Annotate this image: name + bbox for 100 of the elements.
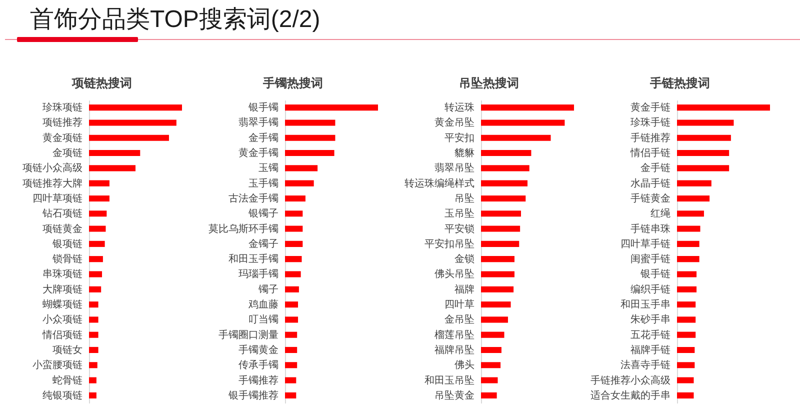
y-tick-label: 平安扣 (444, 132, 474, 144)
bar (89, 377, 96, 384)
y-tick-label: 项链黄金 (42, 222, 82, 235)
bar (677, 392, 694, 398)
bar (89, 104, 182, 111)
y-tick-label: 蛇骨链 (52, 374, 82, 386)
y-tick-label: 手链推荐 (630, 132, 670, 144)
y-tick-label: 金项链 (52, 147, 82, 160)
y-tick-label: 大牌项链 (42, 283, 82, 296)
y-tick-label: 鸡血藤 (248, 298, 278, 311)
y-tick-label: 银手镯推荐 (228, 389, 278, 402)
y-tick-label: 手镯圈口测量 (218, 328, 278, 341)
bar (481, 195, 526, 202)
y-tick-label: 黄金项链 (42, 132, 82, 144)
y-tick-label: 水晶手链 (630, 177, 670, 190)
bar (89, 165, 136, 172)
y-tick-label: 珍珠手链 (630, 116, 670, 129)
y-tick-label: 榴莲吊坠 (434, 328, 474, 341)
y-tick-label: 纯银项链 (42, 389, 82, 402)
bar (89, 226, 106, 232)
y-tick-label: 小众项链 (42, 314, 82, 326)
bar (285, 150, 334, 156)
bar (89, 240, 105, 247)
y-tick-label: 金吊坠 (444, 314, 474, 326)
bar (285, 286, 299, 292)
bar (481, 271, 514, 278)
y-tick-label: 红绳 (650, 208, 670, 220)
bar (677, 256, 700, 262)
y-tick-label: 玛瑙手镯 (238, 268, 278, 280)
y-tick-label: 手镯黄金 (238, 344, 278, 356)
y-tick-label: 四叶草 (444, 298, 474, 311)
y-tick-label: 银手镯 (248, 102, 278, 114)
bar (89, 195, 110, 202)
bar (89, 286, 102, 292)
y-tick-label: 黄金吊坠 (434, 116, 474, 129)
bar (285, 210, 303, 217)
y-tick-label: 四叶草项链 (32, 192, 82, 204)
bar (89, 316, 98, 323)
y-tick-label: 吊坠 (454, 192, 474, 204)
bar (481, 165, 530, 172)
chart-title: 吊坠热搜词 (459, 76, 519, 90)
bar (89, 120, 176, 126)
y-tick-label: 项链推荐 (42, 116, 82, 129)
bar (89, 271, 102, 278)
bar (677, 332, 696, 338)
y-tick-label: 和田玉手镯 (228, 253, 278, 266)
text: 首饰分品类TOP搜索词(2/2) (30, 5, 320, 35)
bar (89, 362, 98, 368)
y-tick-label: 四叶草手链 (620, 238, 670, 250)
y-tick-label: 银项链 (52, 238, 82, 250)
y-tick-label: 银手链 (640, 268, 670, 280)
y-tick-label: 情侣手链 (630, 147, 670, 160)
bar (89, 210, 107, 217)
bar (285, 104, 378, 111)
y-tick-label: 手链串珠 (630, 222, 670, 235)
y-tick-label: 黄金手链 (630, 102, 670, 114)
y-tick-label: 项链推荐大牌 (22, 177, 82, 190)
y-tick-label: 朱砂手串 (630, 314, 670, 326)
y-tick-label: 金手镯 (248, 132, 278, 144)
bar (285, 134, 336, 141)
y-tick-label: 古法金手镯 (228, 192, 278, 204)
y-tick-label: 金镯子 (248, 238, 278, 250)
bar (677, 150, 730, 156)
y-tick-label: 传承手镯 (238, 359, 278, 372)
y-tick-label: 五花手链 (630, 328, 670, 341)
bar (481, 120, 565, 126)
y-tick-label: 适合女生戴的手串 (590, 389, 670, 402)
bar (481, 180, 528, 186)
bar (89, 392, 96, 398)
bar (481, 150, 532, 156)
y-tick-label: 佛头 (454, 359, 474, 372)
chart-title: 手链热搜词 (649, 76, 710, 90)
bar (677, 286, 697, 292)
bar (481, 377, 498, 384)
bar (89, 150, 140, 156)
y-tick-label: 玉吊坠 (444, 208, 474, 220)
y-tick-label: 玉手镯 (248, 177, 278, 190)
bar (677, 195, 710, 202)
y-tick-label: 平安扣吊坠 (424, 238, 474, 250)
y-tick-label: 转运珠 (444, 102, 474, 114)
bar (285, 240, 303, 247)
bar (89, 346, 98, 354)
y-tick-label: 翡翠吊坠 (434, 162, 474, 174)
bar (481, 346, 502, 354)
y-tick-label: 莫比乌斯环手镯 (208, 222, 278, 235)
bar (481, 316, 508, 323)
y-tick-label: 项链小众高级 (22, 162, 82, 174)
bar (285, 120, 336, 126)
bar (481, 332, 504, 338)
y-tick-label: 佛头吊坠 (434, 268, 474, 280)
bar (89, 332, 98, 338)
y-tick-label: 蝴蝶项链 (42, 298, 82, 311)
chart-title: 手镯热搜词 (262, 76, 323, 90)
bar (285, 226, 303, 232)
y-tick-label: 小蛮腰项链 (32, 359, 82, 372)
y-tick-label: 叮当镯 (248, 314, 278, 326)
y-tick-label: 金锁 (454, 253, 474, 266)
bar (481, 362, 501, 368)
y-tick-label: 玉镯 (258, 163, 278, 174)
bar (285, 316, 298, 323)
